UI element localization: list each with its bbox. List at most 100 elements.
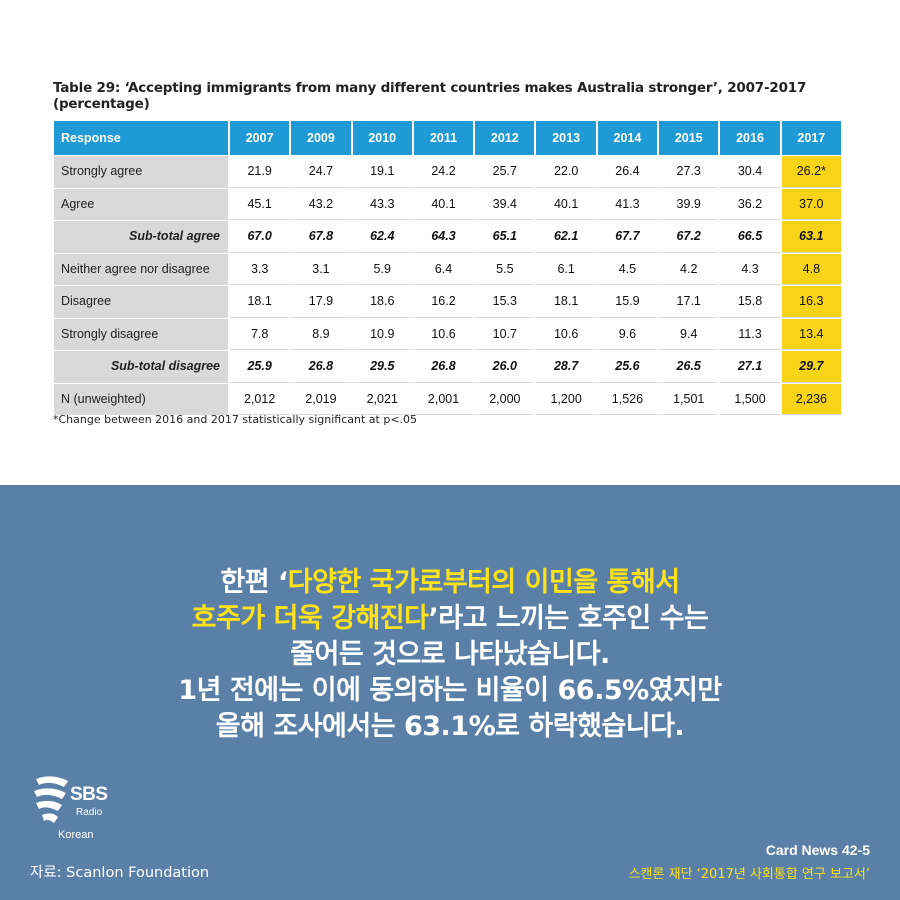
value-cell: 17.1 bbox=[659, 286, 719, 318]
survey-table: Response 2007 2009 2010 2011 2012 2013 2… bbox=[52, 120, 843, 416]
value-cell: 4.3 bbox=[720, 253, 780, 285]
value-cell: 5.9 bbox=[352, 253, 412, 285]
value-cell: 29.5 bbox=[352, 351, 412, 383]
value-cell: 30.4 bbox=[720, 156, 780, 188]
table-footnote: *Change between 2016 and 2017 statistica… bbox=[53, 413, 418, 426]
value-cell: 43.3 bbox=[352, 188, 412, 220]
row-label: Sub-total disagree bbox=[54, 351, 228, 383]
value-cell: 63.1 bbox=[781, 221, 841, 253]
value-cell: 67.2 bbox=[659, 221, 719, 253]
value-cell: 10.6 bbox=[536, 318, 596, 350]
table-row: Sub-total disagree 25.9 26.8 29.5 26.8 26.0 28… bbox=[54, 351, 841, 383]
value-cell: 1,526 bbox=[597, 383, 658, 415]
value-cell: 40.1 bbox=[413, 188, 474, 220]
header-cell: 2016 bbox=[720, 121, 780, 155]
value-cell: 66.5 bbox=[720, 221, 780, 253]
table-header-row: Response 2007 2009 2010 2011 2012 2013 2… bbox=[54, 121, 841, 155]
header-cell: 2017 bbox=[781, 121, 841, 155]
header-cell: 2007 bbox=[230, 121, 290, 155]
header-cell: 2014 bbox=[597, 121, 658, 155]
value-cell: 2,012 bbox=[230, 383, 290, 415]
value-cell: 2,021 bbox=[352, 383, 412, 415]
value-cell: 64.3 bbox=[413, 221, 474, 253]
logo-radio: Radio bbox=[76, 807, 103, 818]
value-cell: 41.3 bbox=[597, 188, 658, 220]
value-cell: 10.9 bbox=[352, 318, 412, 350]
report-image: Table 29: ‘Accepting immigrants from man… bbox=[52, 80, 843, 426]
header-cell: 2009 bbox=[291, 121, 351, 155]
value-cell: 40.1 bbox=[536, 188, 596, 220]
value-cell: 43.2 bbox=[291, 188, 351, 220]
value-cell: 27.1 bbox=[720, 351, 780, 383]
headline-highlight: 다양한 국가로부터의 이민을 통해서 bbox=[287, 567, 680, 598]
value-cell: 13.4 bbox=[781, 318, 841, 350]
value-cell: 26.5 bbox=[659, 351, 719, 383]
header-cell: 2013 bbox=[536, 121, 596, 155]
row-label: N (unweighted) bbox=[54, 383, 228, 415]
row-label: Agree bbox=[54, 188, 228, 220]
value-cell: 7.8 bbox=[230, 318, 290, 350]
value-cell: 22.0 bbox=[536, 156, 596, 188]
value-cell: 3.1 bbox=[291, 253, 351, 285]
headline-highlight: 호주가 더욱 강해진다 bbox=[191, 603, 429, 634]
value-cell: 4.5 bbox=[597, 253, 658, 285]
value-cell: 24.7 bbox=[291, 156, 351, 188]
source-credit: 자료: Scanlon Foundation bbox=[30, 865, 210, 881]
table-row: Agree 45.1 43.2 43.3 40.1 39.4 40.1 41.3 39.9 36.… bbox=[54, 188, 841, 220]
value-cell: 15.3 bbox=[475, 286, 535, 318]
value-cell: 29.7 bbox=[781, 351, 841, 383]
table-row: Strongly disagree 7.8 8.9 10.9 10.6 10.7 10.6 9… bbox=[54, 318, 841, 350]
value-cell: 11.3 bbox=[720, 318, 780, 350]
value-cell: 39.4 bbox=[475, 188, 535, 220]
value-cell: 25.7 bbox=[475, 156, 535, 188]
value-cell: 16.3 bbox=[781, 286, 841, 318]
value-cell: 6.1 bbox=[536, 253, 596, 285]
value-cell: 10.7 bbox=[475, 318, 535, 350]
row-label: Neither agree nor disagree bbox=[54, 253, 228, 285]
header-cell: 2010 bbox=[352, 121, 412, 155]
headline-text: ’라고 느끼는 호주인 수는 bbox=[428, 603, 709, 634]
table-body: Strongly agree 21.9 24.7 19.1 24.2 25.7 22.0 26… bbox=[54, 156, 841, 415]
row-label: Strongly agree bbox=[54, 156, 228, 188]
row-label: Strongly disagree bbox=[54, 318, 228, 350]
value-cell: 10.6 bbox=[413, 318, 474, 350]
value-cell: 62.4 bbox=[352, 221, 412, 253]
table-row: Strongly agree 21.9 24.7 19.1 24.2 25.7 22.0 26… bbox=[54, 156, 841, 188]
value-cell: 1,500 bbox=[720, 383, 780, 415]
value-cell: 26.2* bbox=[781, 156, 841, 188]
value-cell: 25.9 bbox=[230, 351, 290, 383]
value-cell: 65.1 bbox=[475, 221, 535, 253]
headline: 한편 ‘다양한 국가로부터의 이민을 통해서 호주가 더욱 강해진다’라고 느끼… bbox=[0, 565, 900, 745]
sbs-logo-icon bbox=[34, 776, 68, 823]
report-credit: 스캔론 재단 ‘2017년 사회통합 연구 보고서’ bbox=[628, 867, 870, 882]
headline-text: 1년 전에는 이에 동의하는 비율이 66.5%였지만 bbox=[178, 675, 722, 706]
value-cell: 67.0 bbox=[230, 221, 290, 253]
value-cell: 26.4 bbox=[597, 156, 658, 188]
header-cell: 2011 bbox=[413, 121, 474, 155]
value-cell: 8.9 bbox=[291, 318, 351, 350]
value-cell: 16.2 bbox=[413, 286, 474, 318]
value-cell: 2,000 bbox=[475, 383, 535, 415]
value-cell: 28.7 bbox=[536, 351, 596, 383]
headline-text: 한편 ‘ bbox=[220, 567, 288, 598]
value-cell: 39.9 bbox=[659, 188, 719, 220]
value-cell: 18.1 bbox=[230, 286, 290, 318]
card-number: Card News 42-5 bbox=[765, 842, 870, 858]
value-cell: 2,236 bbox=[781, 383, 841, 415]
value-cell: 27.3 bbox=[659, 156, 719, 188]
value-cell: 2,019 bbox=[291, 383, 351, 415]
value-cell: 18.1 bbox=[536, 286, 596, 318]
table-row: N (unweighted) 2,012 2,019 2,021 2,001 2,000 1… bbox=[54, 383, 841, 415]
logo-name: SBS bbox=[70, 784, 108, 805]
table-row: Neither agree nor disagree 3.3 3.1 5.9 6.4 5.… bbox=[54, 253, 841, 285]
value-cell: 45.1 bbox=[230, 188, 290, 220]
logo-korean: Korean bbox=[58, 829, 94, 841]
row-label: Disagree bbox=[54, 286, 228, 318]
value-cell: 1,200 bbox=[536, 383, 596, 415]
header-cell: Response bbox=[54, 121, 228, 155]
value-cell: 67.8 bbox=[291, 221, 351, 253]
headline-text: 올해 조사에서는 63.1%로 하락했습니다. bbox=[215, 711, 685, 742]
value-cell: 25.6 bbox=[597, 351, 658, 383]
value-cell: 15.8 bbox=[720, 286, 780, 318]
value-cell: 3.3 bbox=[230, 253, 290, 285]
